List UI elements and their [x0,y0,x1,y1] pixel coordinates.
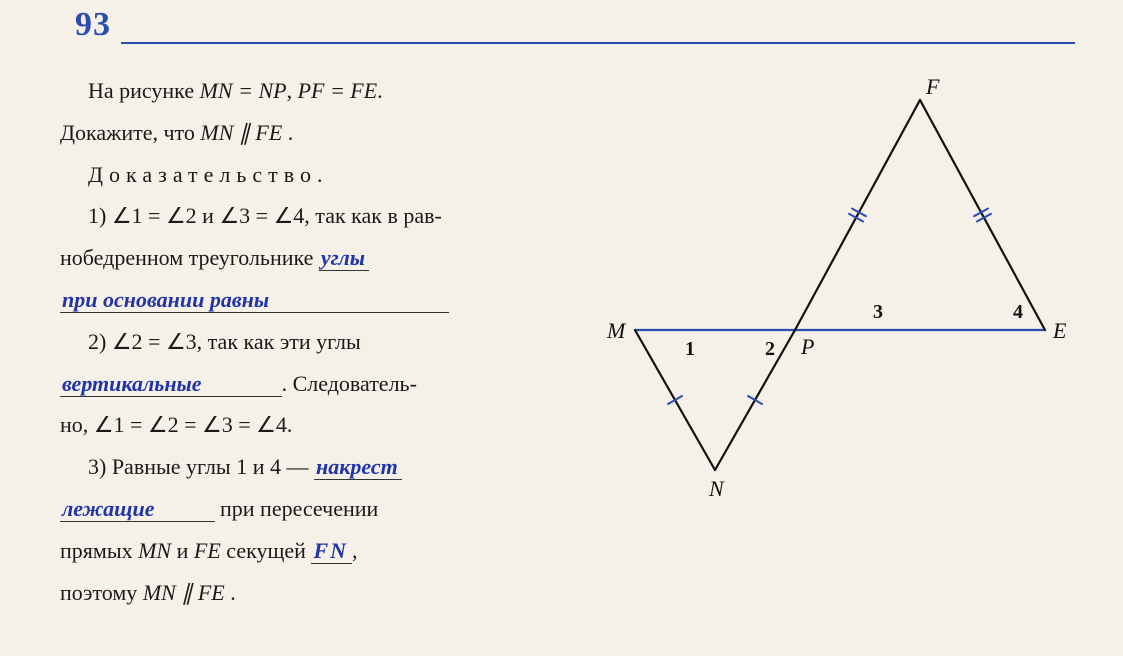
problem-number: 93 [75,6,121,44]
mn-par-fe-2: MN ∥ FE [143,580,225,605]
intro-line2-end: . [282,120,293,145]
svg-text:N: N [708,476,725,501]
handwritten-vertikalnye: вертикальные [60,371,282,397]
step3-c2: и [171,538,194,563]
step2-line2: вертикальные. Следователь- [60,363,595,405]
handwritten-lezhashchie: лежащие [60,496,215,522]
mn-label: MN [138,538,171,563]
mn-par-fe: MN ∥ FE [200,120,282,145]
svg-text:E: E [1052,318,1067,343]
intro-line2: Докажите, что MN ∥ FE . [60,112,595,154]
step1-line3: при основании равны [60,279,595,321]
svg-text:2: 2 [765,338,775,360]
handwritten-ugly: углы [319,245,369,271]
step3-line4: поэтому MN ∥ FE . [60,572,595,614]
comma1: , [287,78,298,103]
step3-a: 3) Равные углы 1 и 4 — [88,454,314,479]
step3-c3: секущей [221,538,312,563]
handwritten-pri-osnovanii: при основании равны [60,287,449,313]
content-row: На рисунке MN = NP, PF = FE. Докажите, ч… [60,70,1075,613]
step3-c4: , [352,538,358,563]
intro-para: На рисунке MN = NP, PF = FE. [60,70,595,112]
step3-d1: поэтому [60,580,143,605]
step3-line3: прямых MN и FE секущей FN, [60,530,595,572]
header-rule [108,42,1075,44]
svg-text:P: P [800,334,814,359]
step1-line1: 1) ∠1 = ∠2 и ∠3 = ∠4, так как в рав- [60,195,595,237]
svg-text:F: F [925,74,940,99]
handwritten-fn: FN [311,538,352,564]
page-root: 93 На рисунке MN = NP, PF = FE. Докажите… [0,0,1123,656]
step3-line2: лежащие при пересечении [60,488,595,530]
intro-text-1: На рисунке [88,78,200,103]
step3-b: при пересечении [215,496,379,521]
step1-line2: нобедренном треугольнике углы [60,237,595,279]
svg-text:M: M [606,318,627,343]
text-column: На рисунке MN = NP, PF = FE. Докажите, ч… [60,70,595,613]
proof-heading: Доказательство. [60,154,595,196]
period1: . [377,78,383,103]
svg-text:3: 3 [873,301,883,323]
step3-line1: 3) Равные углы 1 и 4 — накрест [60,446,595,488]
eq-mn-np: MN = NP [200,78,287,103]
geometry-svg: M P E F N 1 2 3 4 [595,70,1075,500]
step3-c1: прямых [60,538,138,563]
eq-pf-fe: PF = FE [298,78,378,103]
prove-text: Докажите, что [60,120,200,145]
handwritten-nakrest: накрест [314,454,402,480]
step1-b: нобедренном треугольнике [60,245,319,270]
fe-label: FE [194,538,221,563]
svg-text:4: 4 [1013,301,1023,323]
step2-b: . Следователь- [282,371,417,396]
step3-d2: . [225,580,236,605]
step2-line1: 2) ∠2 = ∠3, так как эти углы [60,321,595,363]
diagram-area: M P E F N 1 2 3 4 [595,70,1075,613]
svg-text:1: 1 [685,338,695,360]
step2-line3: но, ∠1 = ∠2 = ∠3 = ∠4. [60,404,595,446]
